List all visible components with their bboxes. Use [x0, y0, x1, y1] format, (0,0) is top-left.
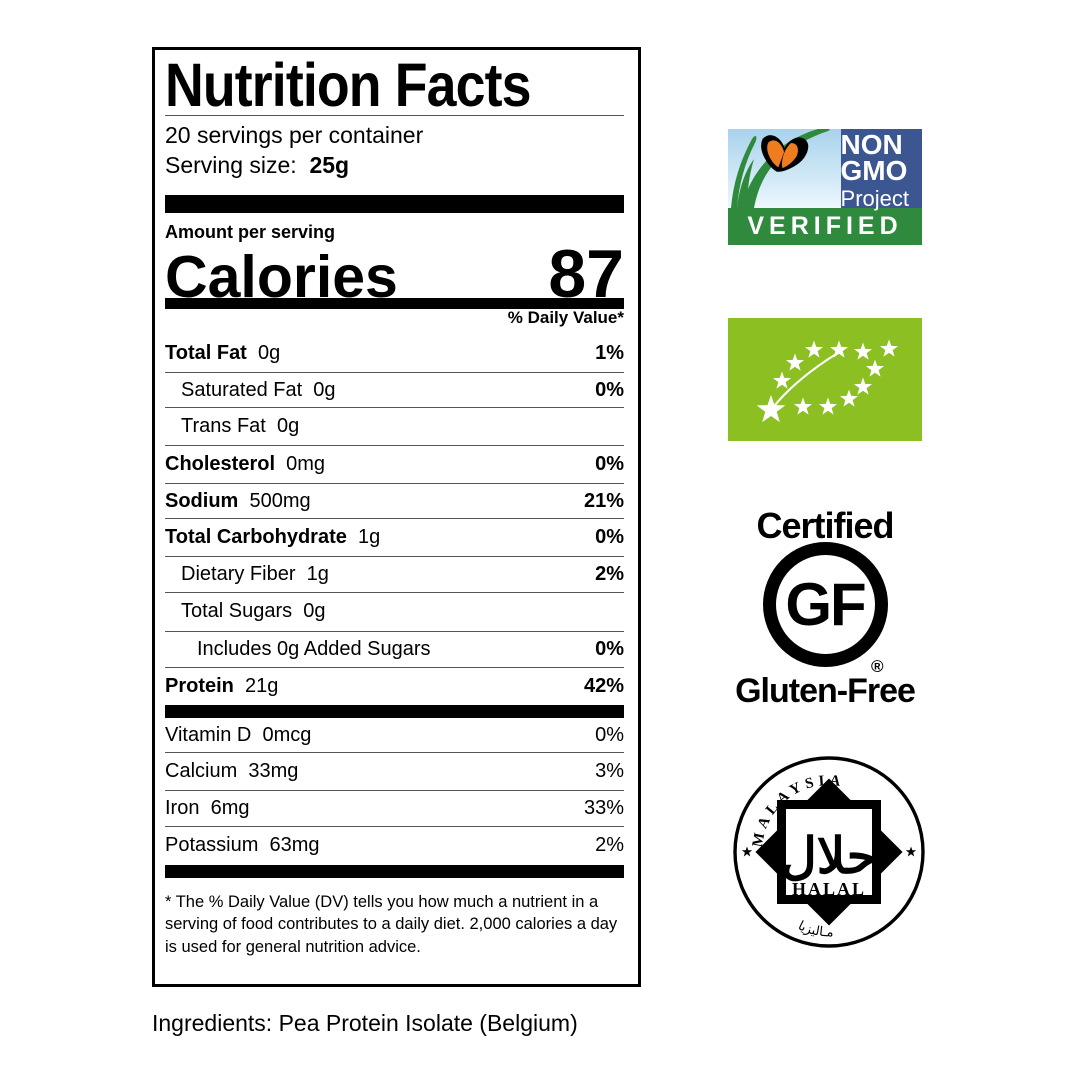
svg-text:HALAL: HALAL: [792, 879, 866, 899]
svg-text:حلال: حلال: [780, 828, 877, 884]
